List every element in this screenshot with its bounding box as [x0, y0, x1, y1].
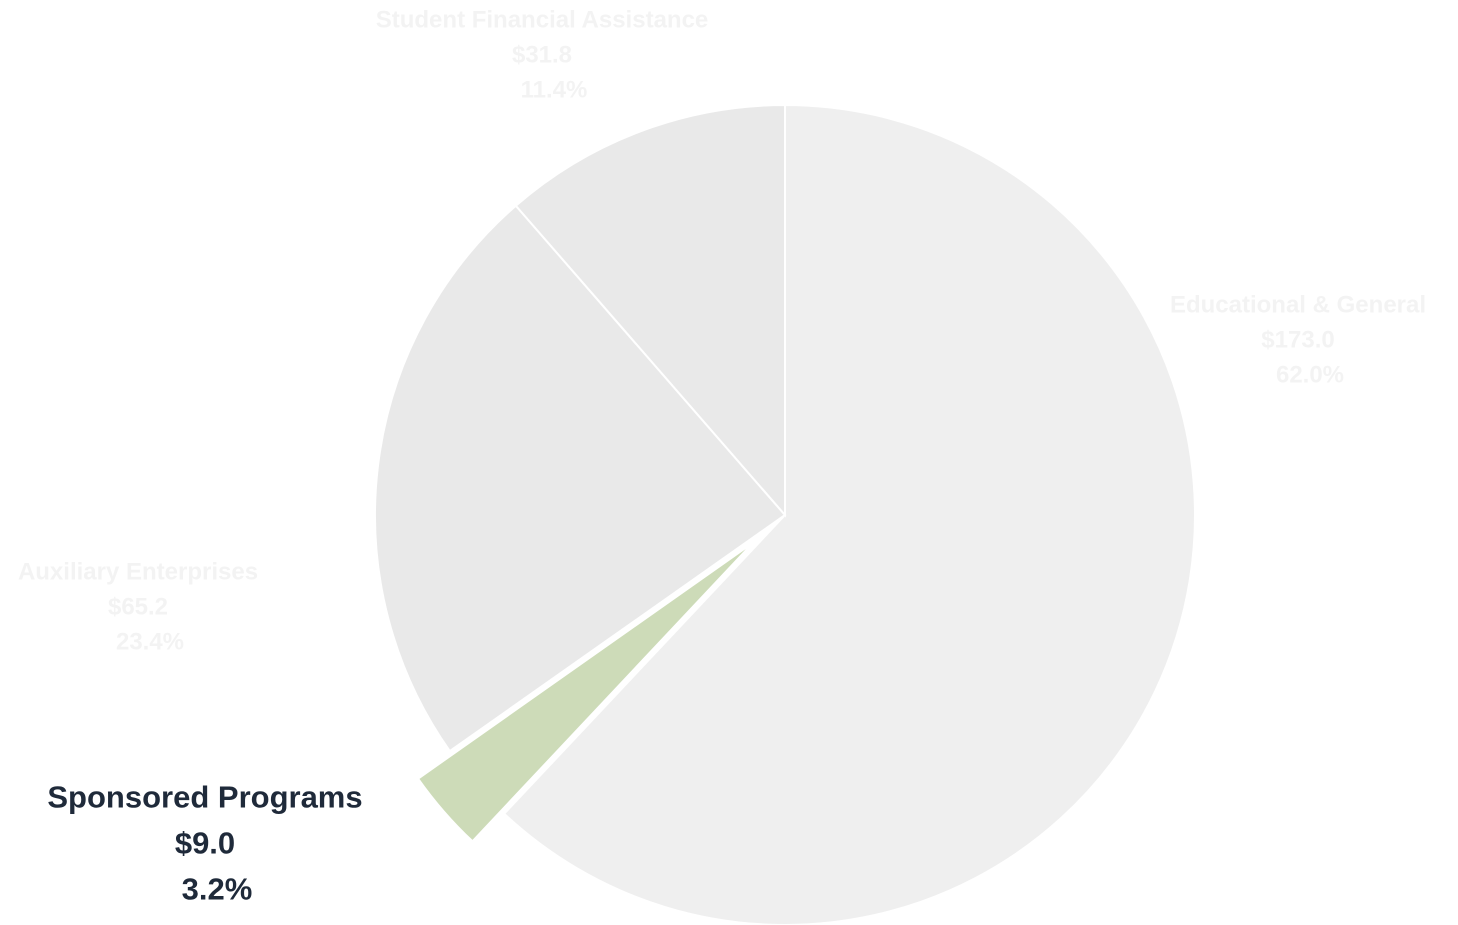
- slice-label-auxiliary-enterprises: Auxiliary Enterprises $65.2 23.4%: [18, 559, 258, 656]
- slice-label-educational-general: Educational & General $173.0 62.0%: [1170, 292, 1426, 389]
- slice-percent-sponsored-programs: 3.2%: [182, 872, 253, 907]
- pie-slices: [374, 103, 1196, 925]
- pie-slice-educational-general: [502, 103, 1196, 925]
- slice-name-sponsored-programs: Sponsored Programs: [47, 780, 362, 815]
- slice-labels: Educational & General $173.0 62.0% Sponsore…: [18, 7, 1426, 907]
- slice-value-educational-general: $173.0: [1261, 327, 1334, 354]
- slice-name-auxiliary-enterprises: Auxiliary Enterprises: [18, 559, 258, 586]
- slice-value-sponsored-programs: $9.0: [175, 826, 235, 861]
- slice-name-student-financial-assistance: Student Financial Assistance: [376, 7, 709, 34]
- slice-label-sponsored-programs: Sponsored Programs $9.0 3.2%: [47, 780, 362, 907]
- slice-value-student-financial-assistance: $31.8: [512, 42, 572, 69]
- slice-name-educational-general: Educational & General: [1170, 292, 1426, 319]
- slice-percent-educational-general: 62.0%: [1276, 362, 1344, 389]
- pie-slice-sponsored-programs: [416, 541, 755, 843]
- pie-slice-student-financial-assistance: [514, 103, 786, 518]
- slice-percent-auxiliary-enterprises: 23.4%: [116, 629, 184, 656]
- slice-label-student-financial-assistance: Student Financial Assistance $31.8 11.4%: [376, 7, 709, 104]
- slice-percent-student-financial-assistance: 11.4%: [521, 77, 588, 104]
- pie-slice-auxiliary-enterprises: [374, 204, 787, 753]
- slice-value-auxiliary-enterprises: $65.2: [108, 594, 168, 621]
